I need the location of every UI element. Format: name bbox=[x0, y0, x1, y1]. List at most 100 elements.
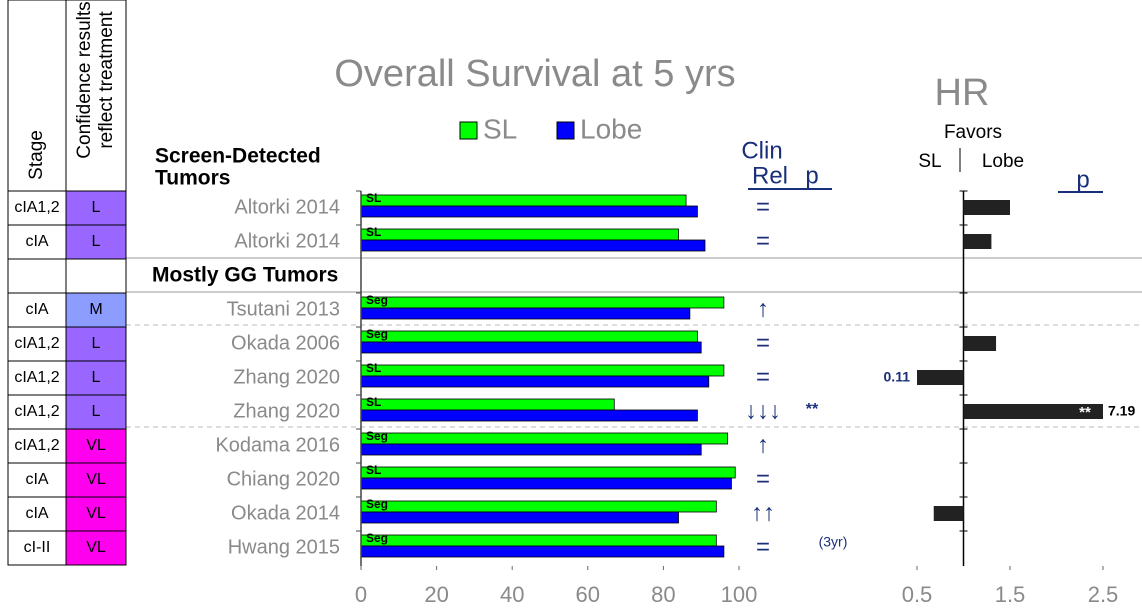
hr-bar bbox=[963, 234, 992, 249]
clin-rel: ↑ bbox=[757, 431, 769, 458]
table-cell bbox=[7, 258, 67, 294]
table-cell bbox=[7, 292, 67, 328]
bar-label: Seg bbox=[366, 327, 388, 341]
legend-label: Lobe bbox=[580, 113, 642, 144]
table-cell bbox=[65, 258, 127, 294]
bar bbox=[360, 545, 725, 558]
hr-title: HR bbox=[935, 72, 990, 114]
legend-label: SL bbox=[483, 113, 517, 144]
bar bbox=[360, 500, 717, 513]
x-tick-label: 80 bbox=[651, 582, 675, 607]
bar bbox=[360, 511, 679, 524]
bar-label: Seg bbox=[366, 497, 388, 511]
stage: cI-II bbox=[24, 539, 51, 556]
bar bbox=[360, 443, 702, 456]
clin-rel: ↓↓↓ bbox=[745, 397, 781, 424]
hr-bar bbox=[963, 336, 997, 351]
legend-swatch bbox=[556, 121, 575, 140]
group-label: Screen-Detected bbox=[155, 145, 321, 168]
category-label: Kodama 2016 bbox=[215, 434, 340, 456]
chart-title: Overall Survival at 5 yrs bbox=[334, 53, 735, 95]
x-tick-label: 40 bbox=[500, 582, 524, 607]
x-tick-label: 60 bbox=[576, 582, 600, 607]
hr-favors: Favors bbox=[944, 122, 1002, 143]
hr-favors-sl: SL bbox=[918, 151, 941, 172]
bar bbox=[360, 466, 736, 479]
stage: cIA bbox=[25, 233, 48, 250]
bar-label: SL bbox=[366, 191, 381, 205]
bar bbox=[360, 239, 706, 252]
bar bbox=[360, 341, 702, 354]
stage: cIA1,2 bbox=[14, 335, 59, 352]
confidence-cell bbox=[65, 326, 127, 362]
category-label: Chiang 2020 bbox=[227, 468, 340, 490]
bar bbox=[360, 228, 679, 241]
hr-bar bbox=[933, 506, 964, 521]
bar bbox=[360, 364, 725, 377]
bar-label: SL bbox=[366, 225, 381, 239]
confidence: L bbox=[92, 335, 101, 352]
table-cell bbox=[7, 190, 67, 226]
confidence-cell bbox=[65, 530, 127, 566]
group-label: Tumors bbox=[155, 167, 230, 190]
table-cell bbox=[65, 0, 127, 192]
confidence: VL bbox=[86, 539, 106, 556]
stage: cIA1,2 bbox=[14, 369, 59, 386]
confidence: VL bbox=[86, 505, 106, 522]
confidence: VL bbox=[86, 437, 106, 454]
category-label: Okada 2006 bbox=[231, 332, 340, 354]
clin-header: Clin bbox=[741, 137, 782, 164]
stage: cIA bbox=[25, 471, 48, 488]
table-cell bbox=[7, 360, 67, 396]
bar bbox=[360, 205, 698, 218]
stage: cIA1,2 bbox=[14, 199, 59, 216]
clin-rel: ↑ bbox=[757, 295, 769, 322]
hr-bar bbox=[963, 200, 1010, 215]
confidence-cell bbox=[65, 496, 127, 532]
confidence-cell bbox=[65, 428, 127, 464]
bar-label: SL bbox=[366, 395, 381, 409]
confidence: L bbox=[92, 369, 101, 386]
category-label: Zhang 2020 bbox=[233, 366, 340, 388]
hr-label: 0.11 bbox=[884, 369, 911, 385]
table-header: reflect treatment bbox=[96, 11, 117, 149]
clin-rel: ↑↑ bbox=[751, 499, 775, 526]
confidence: L bbox=[92, 233, 101, 250]
confidence-cell bbox=[65, 292, 127, 328]
confidence: VL bbox=[86, 471, 106, 488]
x-tick-label: 20 bbox=[424, 582, 448, 607]
stage: cIA1,2 bbox=[14, 403, 59, 420]
category-label: Zhang 2020 bbox=[233, 400, 340, 422]
hr-bar bbox=[963, 404, 1103, 419]
x-tick-label: 0.5 bbox=[902, 582, 933, 607]
category-label: Tsutani 2013 bbox=[227, 298, 340, 320]
table-cell bbox=[7, 530, 67, 566]
note: (3yr) bbox=[819, 534, 848, 550]
bar bbox=[360, 296, 725, 309]
clin-rel: = bbox=[756, 193, 770, 220]
bar bbox=[360, 398, 615, 411]
bar bbox=[360, 432, 729, 445]
bar-label: Seg bbox=[366, 429, 388, 443]
hr-favors-lobe: Lobe bbox=[982, 151, 1024, 172]
x-tick-label: 2.5 bbox=[1088, 582, 1119, 607]
hr-p-header: p bbox=[1076, 166, 1089, 193]
category-label: Okada 2014 bbox=[231, 502, 340, 524]
bar-label: Seg bbox=[366, 531, 388, 545]
bar-label: SL bbox=[366, 463, 381, 477]
confidence-cell bbox=[65, 224, 127, 260]
x-tick-label: 0 bbox=[355, 582, 367, 607]
stage: cIA1,2 bbox=[14, 437, 59, 454]
clin-rel: = bbox=[756, 533, 770, 560]
table-header: Confidence results bbox=[74, 1, 95, 158]
clin-rel: = bbox=[756, 465, 770, 492]
x-tick-label: 100 bbox=[721, 582, 758, 607]
group-label: Mostly GG Tumors bbox=[152, 264, 338, 287]
bar-label: SL bbox=[366, 361, 381, 375]
stage: cIA bbox=[25, 505, 48, 522]
bar bbox=[360, 534, 717, 547]
bar bbox=[360, 409, 698, 422]
hr-p: ** bbox=[1079, 404, 1091, 421]
confidence: M bbox=[89, 301, 102, 318]
bar bbox=[360, 375, 710, 388]
